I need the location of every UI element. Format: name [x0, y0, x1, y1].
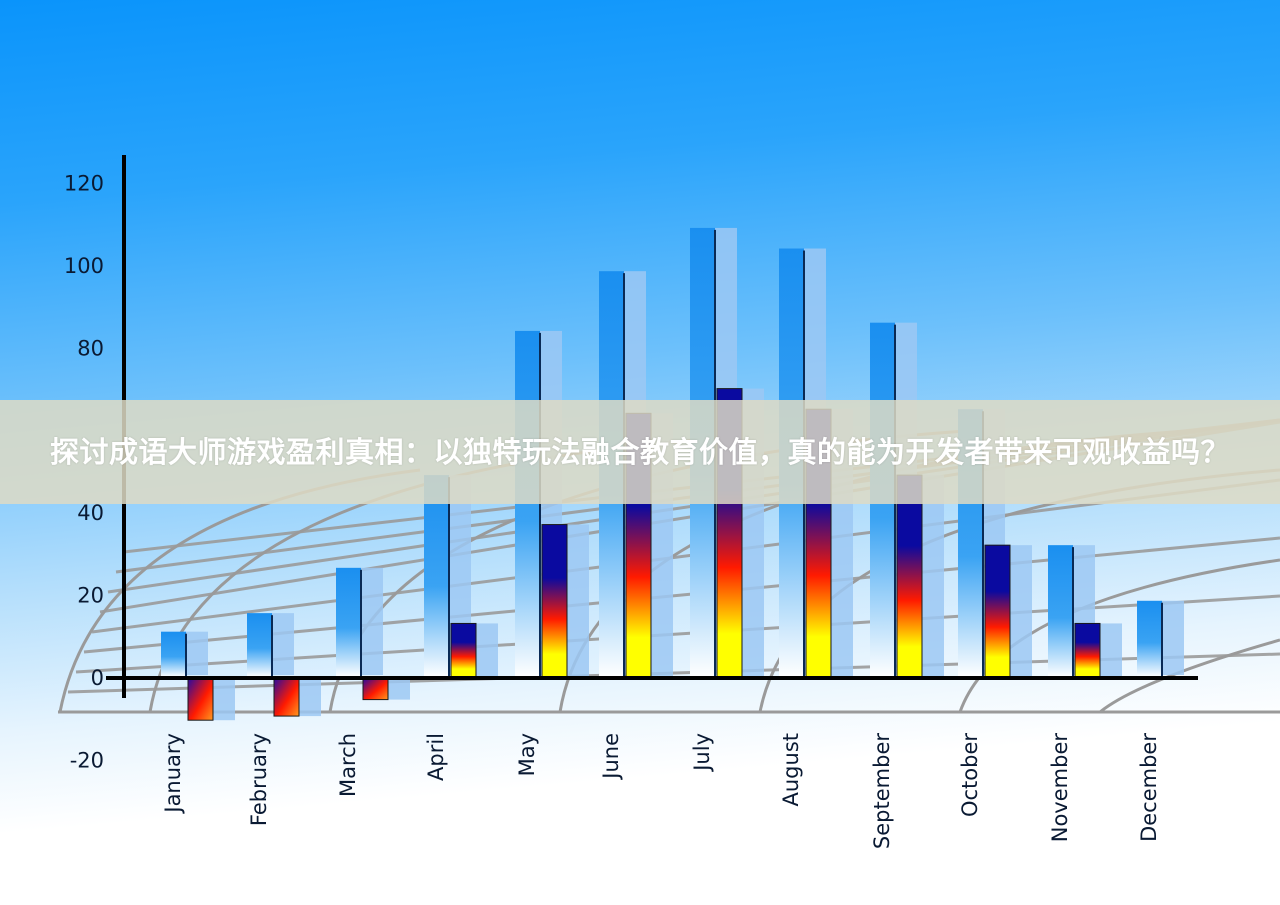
- y-tick-label: 20: [77, 584, 104, 608]
- y-tick-label: 40: [77, 501, 104, 525]
- bar-shadow: [388, 679, 410, 700]
- grid-line: [91, 478, 1280, 634]
- bar-series1-november: [1048, 545, 1073, 677]
- bar-series2-march: [362, 678, 389, 701]
- bar-shadow: [1010, 545, 1032, 677]
- bar-series2-may: [541, 524, 568, 678]
- x-tick-label: April: [424, 733, 448, 781]
- y-tick-label: 120: [64, 172, 104, 196]
- y-tick-label: 80: [77, 336, 104, 360]
- bar-series2-september: [896, 474, 923, 678]
- bar-shadow: [213, 679, 235, 721]
- x-tick-label: May: [515, 733, 539, 776]
- bar-series1-february: [247, 613, 272, 677]
- x-tick-label: October: [958, 733, 982, 817]
- bar-shadow: [567, 524, 589, 677]
- x-tick-labels: January February March April May June July Augu…: [161, 733, 1161, 849]
- x-tick-label: September: [870, 733, 894, 849]
- y-tick-labels: -20 0 20 40 80 100 120: [64, 172, 104, 773]
- x-tick-label: June: [599, 733, 623, 781]
- x-tick-label: March: [336, 733, 360, 797]
- bar-shadow: [1162, 600, 1184, 675]
- x-tick-label: November: [1048, 733, 1072, 843]
- bar-shadow: [299, 679, 321, 717]
- y-tick-label: 100: [64, 254, 104, 278]
- x-tick-label: January: [161, 733, 185, 815]
- title-banner: 探讨成语大师游戏盈利真相：以独特玩法融合教育价值，真的能为开发者带来可观收益吗？: [0, 400, 1280, 504]
- bar-series2-november: [1074, 622, 1101, 678]
- bar-series2-february: [273, 678, 300, 717]
- bar-series1-december: [1137, 600, 1162, 677]
- x-tick-label: July: [690, 733, 714, 773]
- x-tick-label: December: [1137, 733, 1161, 842]
- bar-shadow: [476, 623, 498, 677]
- bar-series2-april: [450, 622, 477, 678]
- x-tick-label: August: [779, 733, 803, 807]
- bar-shadow: [272, 613, 294, 675]
- bar-shadow: [1100, 623, 1122, 677]
- y-tick-label: 0: [91, 666, 104, 690]
- bar-shadow: [361, 567, 383, 675]
- bar-series1-march: [336, 567, 361, 677]
- bar-shadow: [186, 631, 208, 675]
- banner-title: 探讨成语大师游戏盈利真相：以独特玩法融合教育价值，真的能为开发者带来可观收益吗？: [50, 435, 1231, 469]
- bar-series2-january: [187, 678, 214, 721]
- x-tick-label: February: [247, 733, 271, 826]
- bar-shadow: [922, 475, 944, 677]
- y-tick-label: -20: [70, 748, 104, 772]
- bar-series2-october: [984, 544, 1011, 678]
- bar-series1-january: [161, 631, 186, 677]
- bar-series1-april: [424, 475, 449, 677]
